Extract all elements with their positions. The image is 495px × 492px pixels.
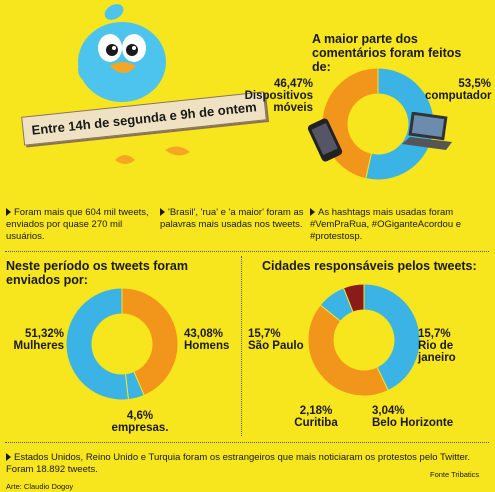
chart1-value-mobile: 46,47%: [273, 78, 313, 90]
fact-1: Foram mais que 604 mil tweets, enviados …: [6, 207, 149, 242]
chart3-name-rio: Rio de janeiro: [418, 340, 456, 364]
fact-3: As hashtags mais usadas foram #VemPraRua…: [310, 207, 462, 242]
bullet-icon: [160, 208, 165, 216]
chart3-donut: [307, 283, 421, 397]
chart2-value-men: 43,08%: [184, 328, 224, 340]
chart3-value-curitiba: 2,18%: [299, 405, 333, 417]
source-text: Fonte Tribatics: [430, 470, 480, 479]
chart2-slice-homens: [121, 287, 179, 397]
chart1-name-computer: computador: [425, 90, 492, 102]
twitter-bird-icon: [78, 4, 166, 102]
footer-note: Estados Unidos, Reino Unido e Turquia fo…: [6, 452, 471, 475]
fact-2: 'Brasil', 'rua' e 'a maior' foram as pal…: [160, 207, 304, 230]
smartphone-icon: [307, 118, 343, 162]
chart3-value-saopaulo: 15,7%: [248, 328, 281, 340]
chart1-value-computer: 53,5%: [458, 78, 491, 90]
divider-middle: [241, 256, 242, 436]
credit-text: Arte: Claudio Dogoy: [6, 482, 74, 491]
chart1-name-mobile: Dispositivos móveis: [244, 90, 313, 114]
chart3-title: Cidades responsáveis pelos tweets:: [262, 259, 477, 273]
chart2-label-men: 43,08% Homens: [184, 328, 244, 352]
chart3-label-saopaulo: 15,7% São Paulo: [248, 328, 310, 352]
chart2-slice-mulheres: [65, 287, 130, 401]
chart2-label-women: 51,32% Mulheres: [4, 328, 65, 352]
chart1-slice-computador: [365, 67, 435, 181]
bullet-icon: [6, 208, 11, 216]
bird-feet: [115, 146, 190, 164]
chart1-label-mobile: 46,47% Dispositivos móveis: [243, 78, 313, 114]
divider-bottom: [5, 442, 489, 443]
chart3-name-bh: Belo Horizonte: [372, 417, 454, 429]
chart3-name-saopaulo: São Paulo: [248, 340, 304, 352]
chart3-label-bh: 3,04% Belo Horizonte: [372, 405, 472, 429]
bullet-icon: [310, 208, 315, 216]
chart1-label-computer: 53,5% computador: [425, 78, 491, 102]
chart2-title: Neste período os tweets foram enviados p…: [6, 259, 188, 287]
chart2-name-men: Homens: [184, 340, 230, 352]
bullet-icon: [6, 453, 11, 461]
chart2-label-companies: 4,6% empresas.: [100, 410, 180, 434]
chart3-value-bh: 3,04%: [372, 405, 405, 417]
laptop-icon: [402, 112, 452, 150]
chart3-value-rio: 15,7%: [418, 328, 451, 340]
chart3-slice-rio-de-janeiro: [307, 304, 389, 397]
chart1-title: A maior parte dos comentários foram feit…: [312, 32, 462, 74]
chart2-value-women: 51,32%: [24, 328, 64, 340]
chart2-value-companies: 4,6%: [126, 410, 154, 422]
chart2-name-women: Mulheres: [13, 340, 65, 352]
chart2-donut: [65, 287, 179, 401]
chart3-label-rio: 15,7% Rio de janeiro: [418, 328, 494, 364]
divider-top: [5, 251, 489, 252]
chart2-name-companies: empresas.: [111, 422, 169, 434]
chart3-slice-s-o-paulo: [363, 283, 421, 392]
chart3-name-curitiba: Curitiba: [294, 417, 338, 429]
chart3-slice-curitiba: [342, 283, 365, 313]
chart3-label-curitiba: 2,18% Curitiba: [286, 405, 346, 429]
